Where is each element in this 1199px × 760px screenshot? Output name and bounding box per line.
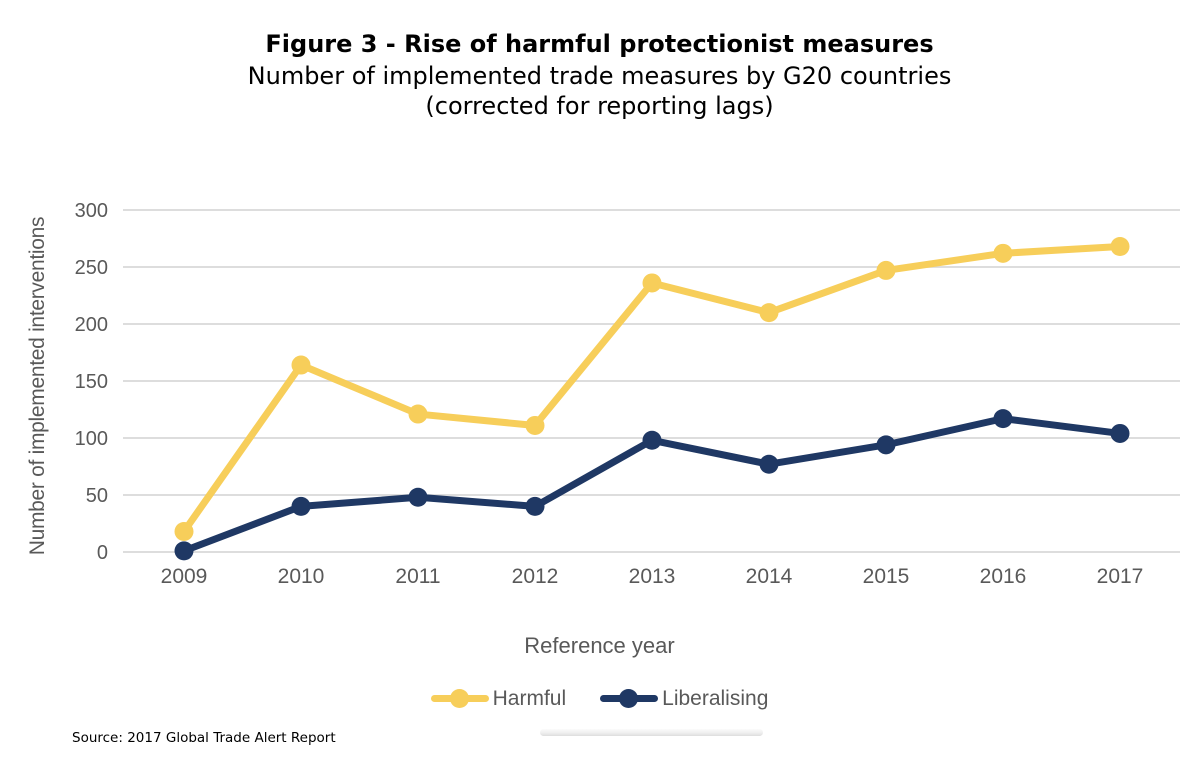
x-tick-label: 2014	[746, 565, 793, 588]
data-point-marker	[1110, 236, 1130, 256]
data-point-marker	[1110, 423, 1130, 443]
gridlines	[123, 209, 1180, 553]
data-point-marker	[174, 541, 194, 561]
y-tick-label: 0	[97, 542, 108, 564]
x-axis-title: Reference year	[524, 633, 675, 658]
data-point-marker	[993, 409, 1013, 429]
y-axis-tick-labels: 0 50 100 150 200 250 300	[75, 200, 108, 564]
y-tick-label: 100	[75, 428, 108, 450]
data-point-marker	[525, 496, 545, 516]
x-tick-label: 2009	[161, 565, 208, 588]
data-point-marker	[525, 415, 545, 435]
figure-subtitle: Number of implemented trade measures by …	[247, 62, 952, 90]
x-tick-label: 2015	[863, 565, 910, 588]
y-tick-label: 150	[75, 371, 108, 393]
data-point-marker	[759, 303, 779, 323]
figure-title: Figure 3 - Rise of harmful protectionist…	[265, 30, 934, 58]
data-point-marker	[759, 454, 779, 474]
data-point-marker	[642, 273, 662, 293]
legend-marker-harmful	[430, 689, 489, 709]
y-tick-label: 50	[86, 485, 108, 507]
legend-item-harmful: Harmful	[430, 687, 567, 711]
y-tick-label: 200	[75, 314, 108, 336]
data-point-marker	[291, 496, 311, 516]
data-point-marker	[993, 243, 1013, 263]
x-tick-label: 2016	[980, 565, 1027, 588]
data-point-marker	[642, 430, 662, 450]
data-point-marker	[291, 355, 311, 375]
data-point-marker	[174, 521, 194, 541]
x-axis-tick-labels: 2009 2010 2011 2012 2013 2014 2015 2016 2017	[161, 565, 1144, 588]
decorative-bar	[540, 729, 763, 736]
series-liberalising	[174, 409, 1130, 561]
x-tick-label: 2012	[512, 565, 559, 588]
x-tick-label: 2011	[395, 565, 440, 588]
y-tick-label: 300	[75, 200, 108, 222]
chart-legend: Harmful Liberalising	[0, 687, 1199, 711]
data-point-marker	[408, 404, 428, 424]
legend-label: Harmful	[492, 687, 567, 710]
legend-marker-liberalising	[600, 689, 659, 709]
x-tick-label: 2013	[629, 565, 676, 588]
data-point-marker	[876, 435, 896, 455]
legend-dot	[619, 689, 639, 708]
legend-dot	[449, 689, 469, 708]
legend-label: Liberalising	[662, 687, 769, 710]
source-note: Source: 2017 Global Trade Alert Report	[72, 730, 336, 746]
x-tick-label: 2010	[278, 565, 325, 588]
x-tick-label: 2017	[1097, 565, 1144, 588]
figure-subtitle-note: (corrected for reporting lags)	[425, 92, 774, 120]
data-point-marker	[876, 260, 896, 280]
legend-item-liberalising: Liberalising	[600, 687, 768, 711]
series-harmful	[174, 236, 1130, 541]
data-point-marker	[408, 487, 428, 507]
y-tick-label: 250	[75, 257, 108, 279]
